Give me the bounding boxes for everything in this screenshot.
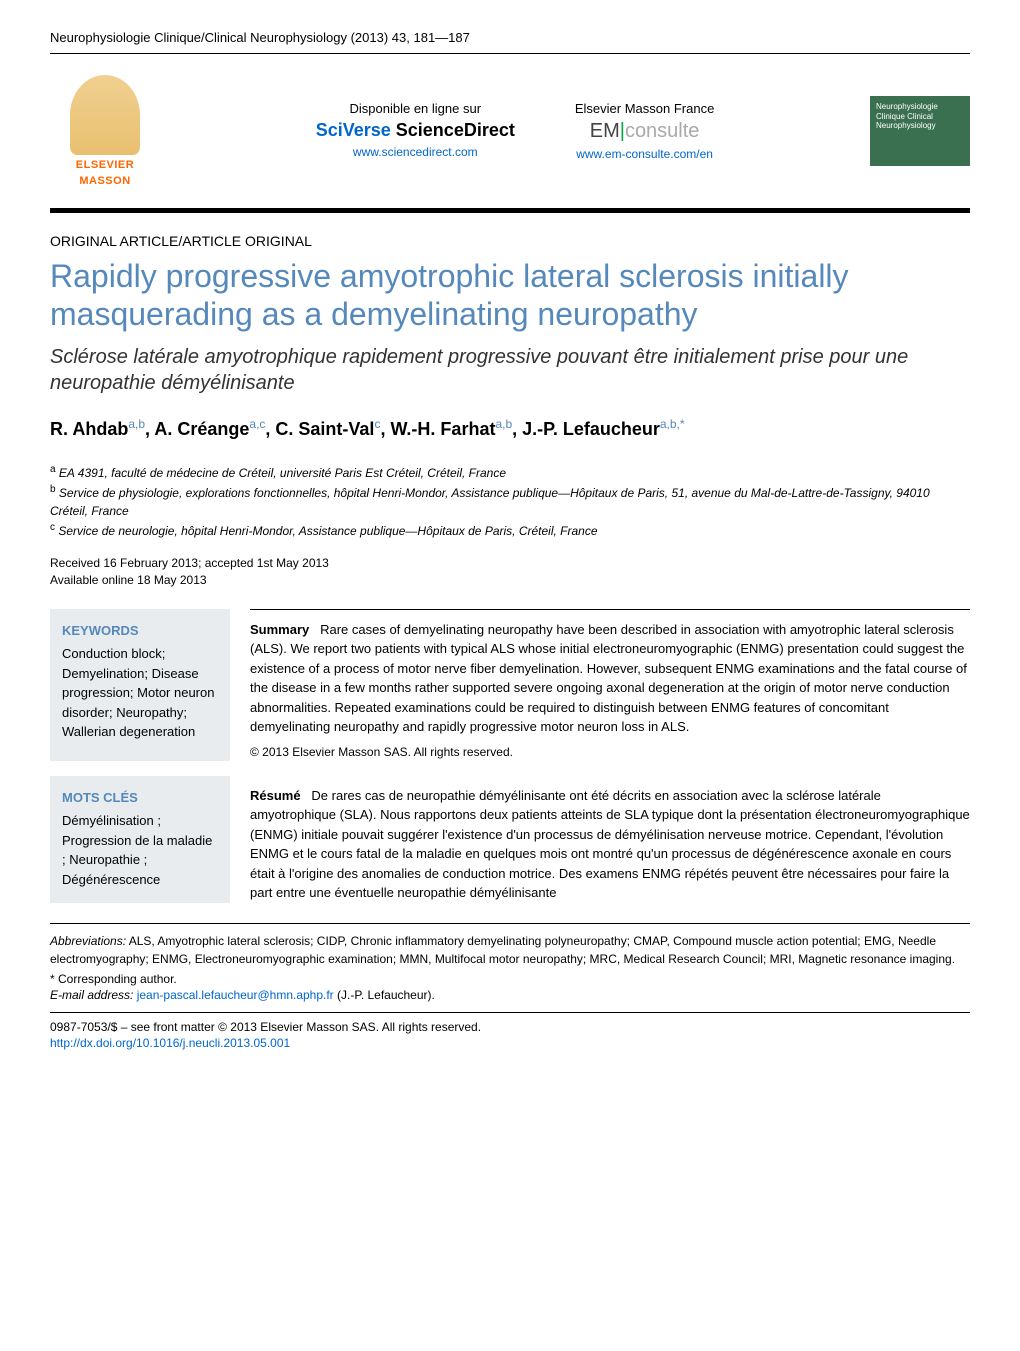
authors-list: R. Ahdaba,b, A. Créangea,c, C. Saint-Val… [50,416,970,442]
article-title-english: Rapidly progressive amyotrophic lateral … [50,257,970,334]
resume-label: Résumé [250,788,301,803]
sciencedirect-column: Disponible en ligne sur SciVerse Science… [316,101,515,161]
affiliation-c: c Service de neurologie, hôpital Henri-M… [50,520,970,540]
masson-label: MASSON [79,175,130,187]
keywords-box-french: MOTS CLÉS Démyélinisation ; Progression … [50,776,230,903]
summary-label: Summary [250,622,309,637]
elsevier-masson-label: Elsevier Masson France [575,101,714,116]
resume-section: MOTS CLÉS Démyélinisation ; Progression … [50,776,970,903]
header-center: Disponible en ligne sur SciVerse Science… [316,101,715,161]
affiliation-b: b Service de physiologie, explorations f… [50,482,970,520]
motscles-text: Démyélinisation ; Progression de la mala… [62,811,218,889]
emconsulte-column: Elsevier Masson France EM|consulte www.e… [575,101,714,161]
elsevier-logo: ELSEVIER MASSON [50,66,160,196]
motscles-heading: MOTS CLÉS [62,788,218,808]
affiliation-a: a EA 4391, faculté de médecine de Crétei… [50,462,970,482]
corresponding-author-note: * Corresponding author. [50,972,970,986]
keywords-text: Conduction block; Demyelination; Disease… [62,644,218,742]
online-date: Available online 18 May 2013 [50,572,970,589]
header-banner: ELSEVIER MASSON Disponible en ligne sur … [50,53,970,213]
keywords-box-english: KEYWORDS Conduction block; Demyelination… [50,609,230,761]
abbreviations-line: Abbreviations: ALS, Amyotrophic lateral … [50,932,970,968]
received-date: Received 16 February 2013; accepted 1st … [50,555,970,572]
email-author-suffix: (J.-P. Lefaucheur). [337,988,435,1002]
footer-section: Abbreviations: ALS, Amyotrophic lateral … [50,923,970,1002]
summary-text-block: Summary Rare cases of demyelinating neur… [250,609,970,761]
article-type-label: ORIGINAL ARTICLE/ARTICLE ORIGINAL [50,233,970,249]
abbreviations-text: ALS, Amyotrophic lateral sclerosis; CIDP… [50,934,955,966]
email-line: E-mail address: jean-pascal.lefaucheur@h… [50,988,970,1002]
journal-cover-thumbnail: Neurophysiologie Clinique Clinical Neuro… [870,96,970,166]
emconsulte-logo: EM|consulte [575,120,714,143]
elsevier-tree-icon [70,75,140,155]
summary-body: Rare cases of demyelinating neuropathy h… [250,622,967,735]
emconsulte-url[interactable]: www.em-consulte.com/en [575,147,714,161]
sciencedirect-url[interactable]: www.sciencedirect.com [316,145,515,159]
issn-copyright-line: 0987-7053/$ – see front matter © 2013 El… [50,1019,970,1036]
article-dates: Received 16 February 2013; accepted 1st … [50,555,970,589]
abbreviations-label: Abbreviations: [50,934,126,948]
resume-body: De rares cas de neuropathie démyélinisan… [250,788,970,901]
keywords-heading: KEYWORDS [62,621,218,641]
summary-copyright: © 2013 Elsevier Masson SAS. All rights r… [250,743,970,761]
summary-section: KEYWORDS Conduction block; Demyelination… [50,609,970,761]
resume-text-block: Résumé De rares cas de neuropathie démyé… [250,776,970,903]
bottom-info: 0987-7053/$ – see front matter © 2013 El… [50,1012,970,1053]
affiliations-block: a EA 4391, faculté de médecine de Crétei… [50,462,970,540]
elsevier-label: ELSEVIER [76,159,134,171]
journal-citation: Neurophysiologie Clinique/Clinical Neuro… [50,30,970,45]
doi-link[interactable]: http://dx.doi.org/10.1016/j.neucli.2013.… [50,1035,970,1052]
email-address-link[interactable]: jean-pascal.lefaucheur@hmn.aphp.fr [137,988,334,1002]
disponible-label: Disponible en ligne sur [316,101,515,116]
email-label: E-mail address: [50,988,133,1002]
sciverse-logo: SciVerse ScienceDirect [316,120,515,141]
article-title-french: Sclérose latérale amyotrophique rapideme… [50,344,970,396]
